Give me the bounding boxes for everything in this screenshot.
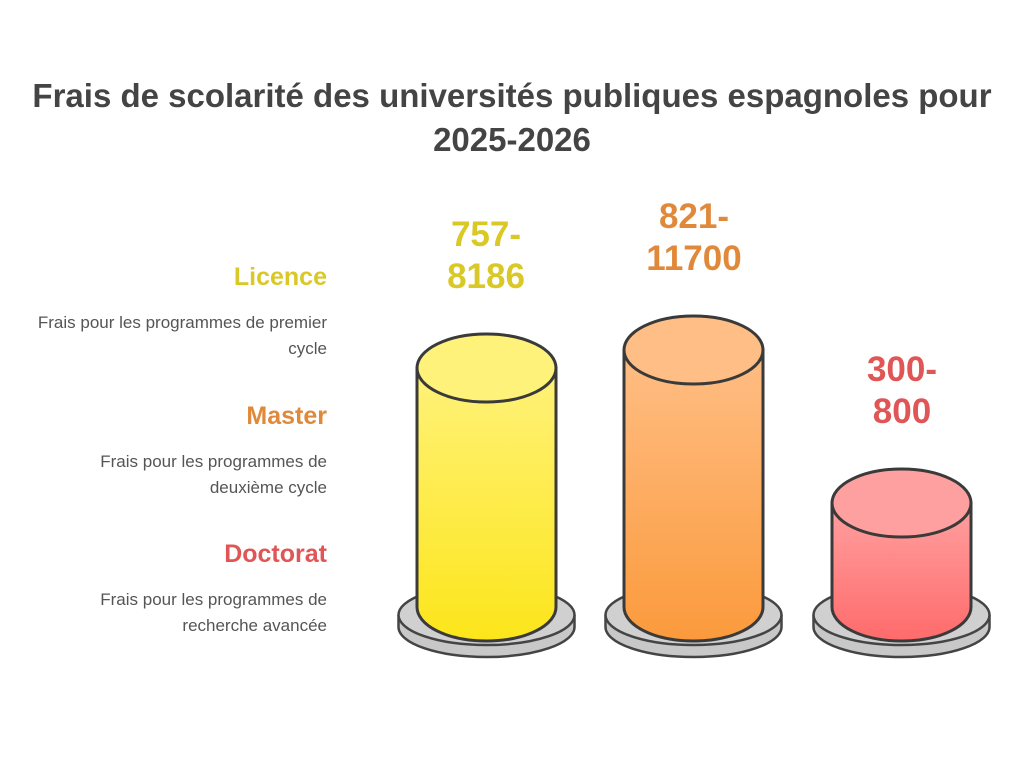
category-licence: Licence Frais pour les programmes de pre… bbox=[27, 262, 327, 362]
category-doctorat: Doctorat Frais pour les programmes de re… bbox=[27, 539, 327, 639]
category-name: Doctorat bbox=[224, 540, 327, 568]
chart-title: Frais de scolarité des universités publi… bbox=[32, 77, 992, 158]
cylinder-top-master bbox=[622, 314, 765, 386]
cylinder-body-master bbox=[622, 348, 765, 643]
value-label-licence: 757- 8186 bbox=[447, 215, 525, 296]
cylinder-top-licence bbox=[415, 332, 558, 404]
category-description: Frais pour les programmes de premier cyc… bbox=[37, 313, 327, 358]
value-label-master: 821- 11700 bbox=[646, 197, 742, 278]
category-master: Master Frais pour les programmes de deux… bbox=[27, 401, 327, 501]
category-description: Frais pour les programmes de deuxième cy… bbox=[100, 452, 327, 497]
cylinder-top-doctorat bbox=[830, 467, 973, 539]
cylinder-body-licence bbox=[415, 366, 558, 643]
cylinder-body-doctorat bbox=[830, 501, 973, 643]
category-name: Master bbox=[246, 402, 327, 430]
category-description: Frais pour les programmes de recherche a… bbox=[100, 590, 327, 635]
value-label-doctorat: 300- 800 bbox=[866, 350, 938, 431]
category-name: Licence bbox=[233, 263, 327, 291]
